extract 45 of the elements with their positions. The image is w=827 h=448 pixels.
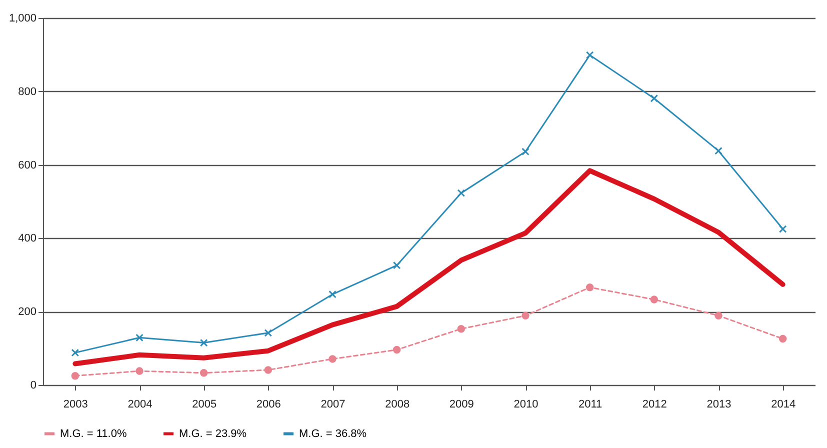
- x-tick-label: 2014: [771, 398, 796, 410]
- point: [71, 348, 80, 357]
- legend-label: M.G. = 23.9%: [179, 428, 247, 440]
- legend-label: M.G. = 11.0%: [60, 428, 127, 440]
- point: [200, 338, 208, 347]
- point: [457, 189, 466, 197]
- point: [650, 296, 658, 304]
- point: [328, 290, 336, 298]
- x-tick-label: 2009: [449, 398, 474, 410]
- point: [71, 372, 80, 380]
- point: [778, 225, 787, 233]
- point: [457, 324, 466, 333]
- point: [264, 328, 272, 337]
- point: [714, 146, 722, 155]
- point: [200, 369, 208, 377]
- point: [392, 261, 401, 270]
- x-tick-label: 2011: [578, 398, 602, 410]
- point: [714, 312, 722, 320]
- x-tick-label: 2003: [63, 398, 88, 410]
- point: [136, 334, 144, 342]
- x-tick-label: 2013: [706, 398, 732, 410]
- y-tick-label: 200: [18, 306, 36, 318]
- x-tick-label: 2010: [514, 398, 538, 410]
- point: [328, 355, 336, 363]
- point: [586, 51, 594, 59]
- point: [522, 148, 530, 156]
- legend-label: M.G. = 36.8%: [299, 428, 367, 440]
- y-tick-label: 1,000: [8, 12, 36, 24]
- y-tick-label: 600: [18, 159, 36, 172]
- point: [522, 312, 530, 320]
- point: [392, 346, 401, 354]
- y-tick-label: 0: [30, 380, 36, 392]
- x-tick-label: 2012: [642, 398, 667, 410]
- point: [264, 366, 272, 374]
- point: [136, 367, 144, 375]
- point: [586, 284, 594, 292]
- point: [650, 94, 658, 102]
- y-tick-label: 800: [18, 86, 36, 98]
- y-tick-label: 400: [18, 232, 36, 245]
- point: [778, 334, 787, 343]
- x-tick-label: 2006: [256, 398, 281, 410]
- x-tick-label: 2008: [385, 398, 410, 410]
- x-tick-label: 2005: [192, 398, 217, 410]
- x-tick-label: 2004: [128, 398, 152, 410]
- x-tick-label: 2007: [320, 398, 346, 410]
